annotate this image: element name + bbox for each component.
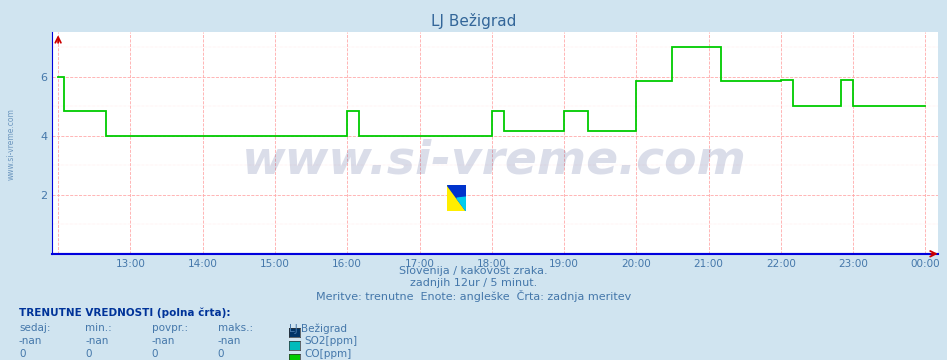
Text: CO[ppm]: CO[ppm] — [304, 349, 351, 359]
Text: povpr.:: povpr.: — [152, 323, 188, 333]
Text: 0: 0 — [218, 349, 224, 359]
Text: -nan: -nan — [152, 336, 175, 346]
Polygon shape — [456, 197, 466, 211]
Text: -nan: -nan — [218, 336, 241, 346]
Text: -nan: -nan — [85, 336, 109, 346]
Text: sedaj:: sedaj: — [19, 323, 50, 333]
Text: 0: 0 — [152, 349, 158, 359]
Text: min.:: min.: — [85, 323, 112, 333]
Text: maks.:: maks.: — [218, 323, 253, 333]
Text: SO2[ppm]: SO2[ppm] — [304, 336, 357, 346]
Text: TRENUTNE VREDNOSTI (polna črta):: TRENUTNE VREDNOSTI (polna črta): — [19, 308, 230, 318]
Text: LJ Bežigrad: LJ Bežigrad — [431, 13, 516, 28]
Text: -nan: -nan — [19, 336, 43, 346]
Text: Slovenija / kakovost zraka.: Slovenija / kakovost zraka. — [400, 266, 547, 276]
Polygon shape — [447, 185, 466, 211]
Text: 0: 0 — [85, 349, 92, 359]
Polygon shape — [447, 185, 466, 211]
Text: Meritve: trenutne  Enote: angleške  Črta: zadnja meritev: Meritve: trenutne Enote: angleške Črta: … — [316, 290, 631, 302]
Text: zadnjih 12ur / 5 minut.: zadnjih 12ur / 5 minut. — [410, 278, 537, 288]
Text: www.si-vreme.com: www.si-vreme.com — [242, 138, 747, 183]
Text: LJ Bežigrad: LJ Bežigrad — [289, 323, 347, 334]
Text: www.si-vreme.com: www.si-vreme.com — [7, 108, 16, 180]
Text: 0: 0 — [19, 349, 26, 359]
